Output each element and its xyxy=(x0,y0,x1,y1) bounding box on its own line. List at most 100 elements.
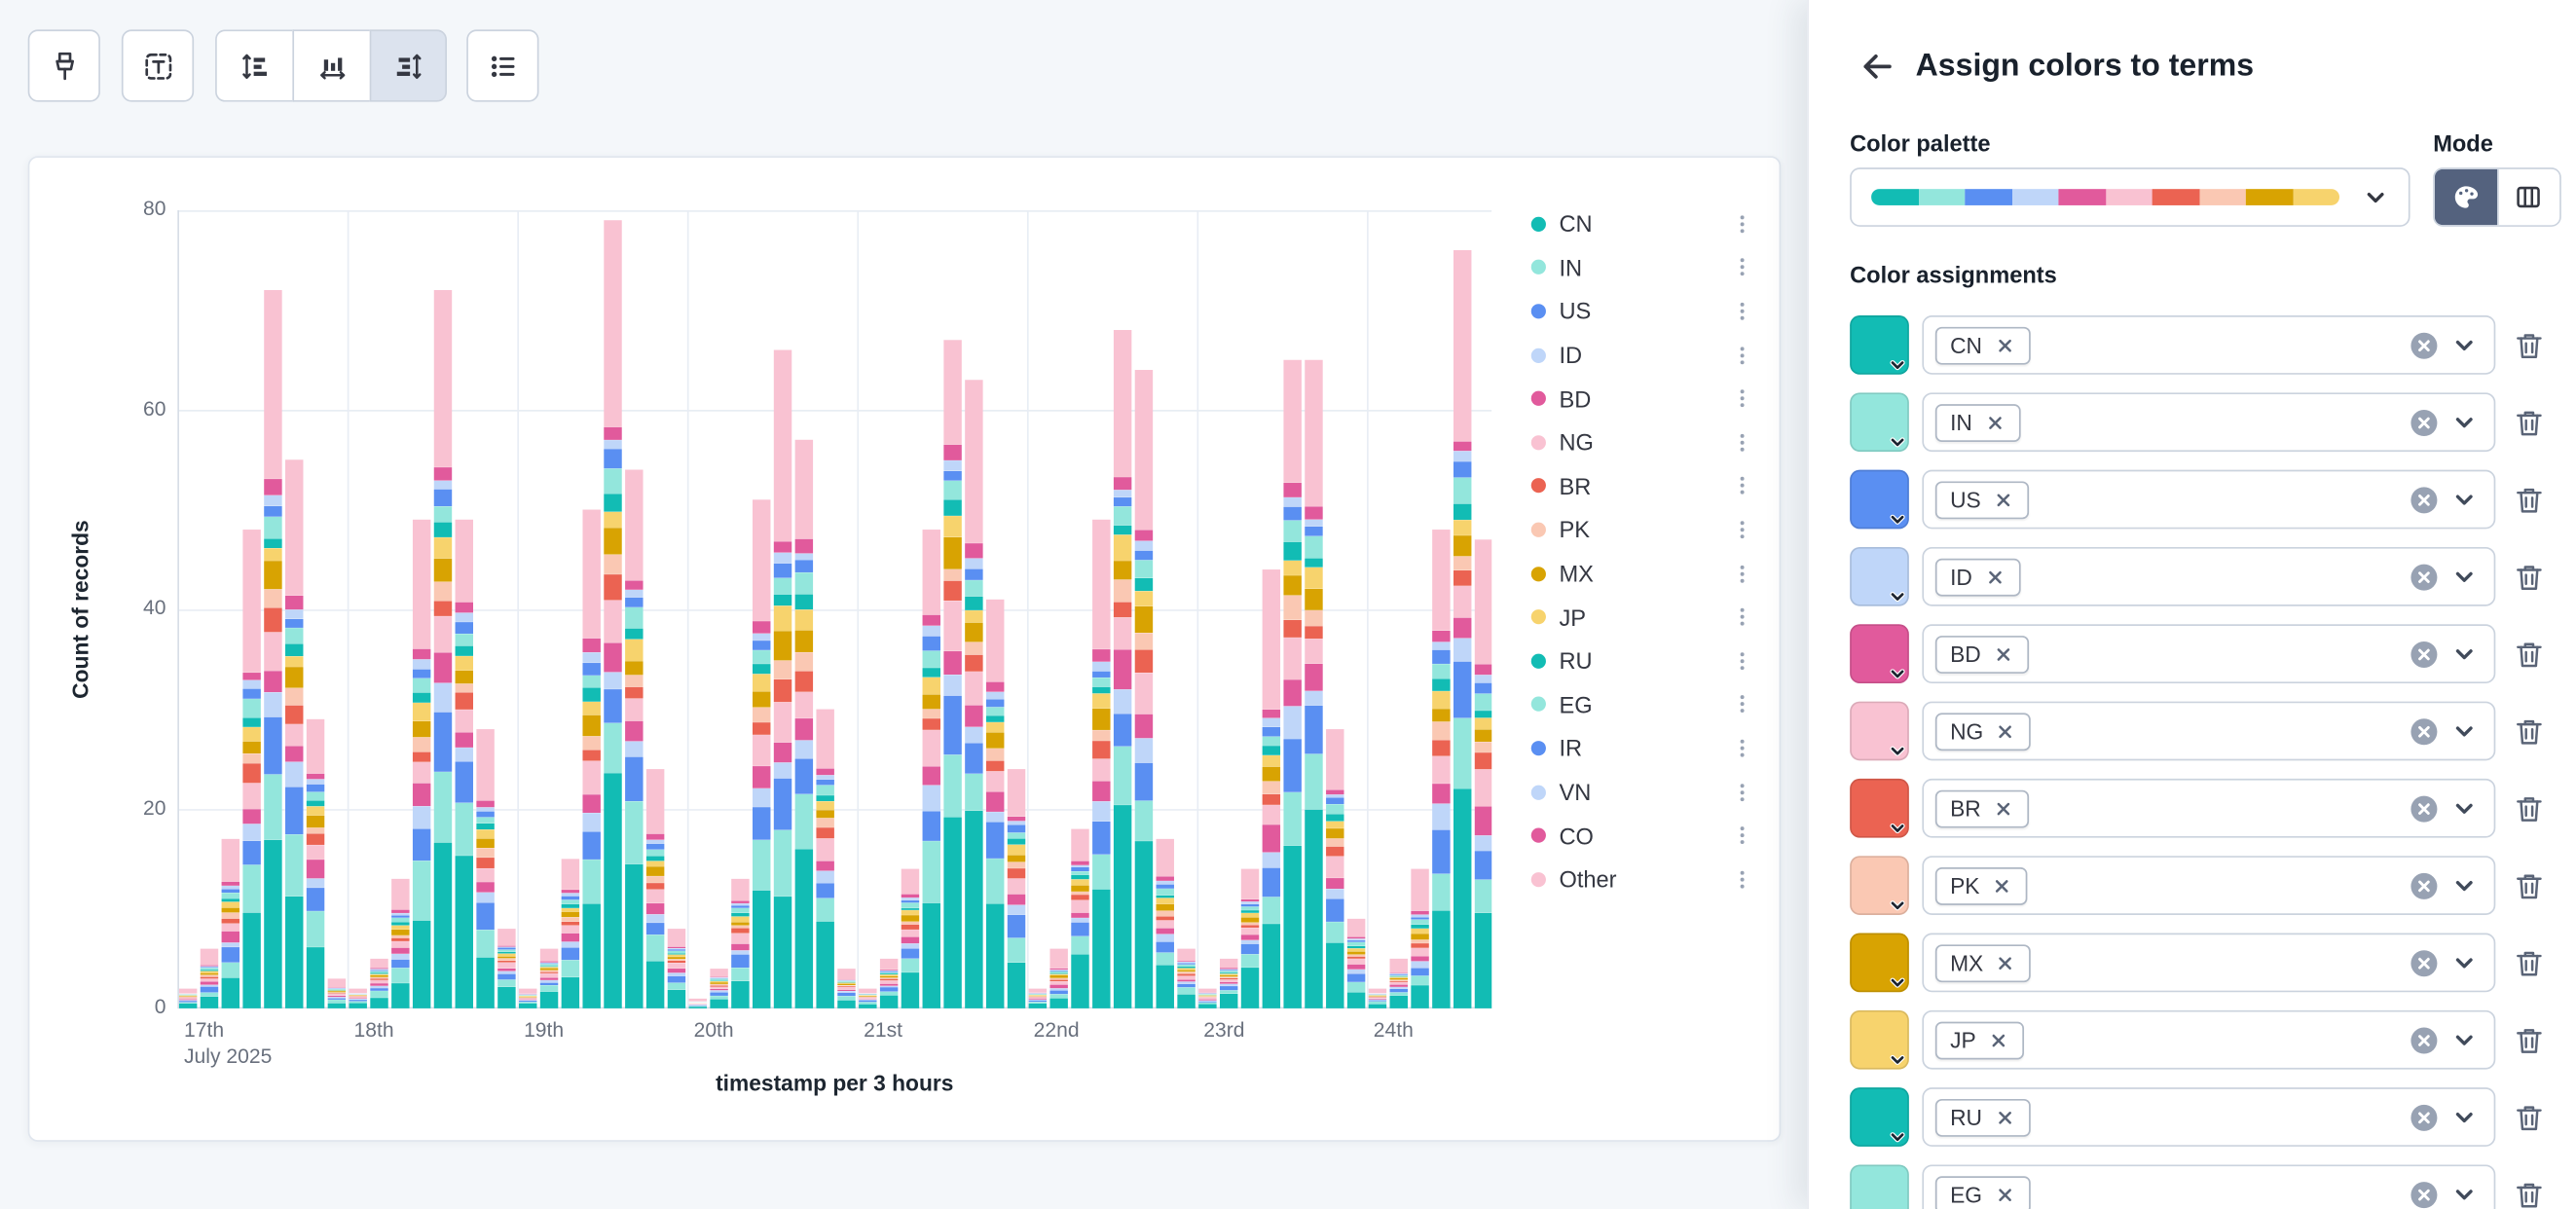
bar-segment-CO[interactable] xyxy=(476,800,495,808)
bar-segment-NG[interactable] xyxy=(773,702,792,743)
bar-segment-RU[interactable] xyxy=(1071,874,1089,880)
bar-segment-Other[interactable] xyxy=(753,499,771,621)
bar-segment-PK[interactable] xyxy=(1092,730,1111,741)
bar-segment-ID[interactable] xyxy=(1177,981,1196,984)
bar-segment-JP[interactable] xyxy=(922,677,940,695)
bar-segment-CO[interactable] xyxy=(625,580,644,590)
bar-segment-JP[interactable] xyxy=(476,829,495,839)
bar-segment-EG[interactable] xyxy=(1198,994,1217,995)
bar-segment-CN[interactable] xyxy=(1198,1004,1217,1008)
delete-assignment-button[interactable] xyxy=(2495,779,2561,838)
bar-segment-CN[interactable] xyxy=(604,773,622,1008)
bar-segment-BD[interactable] xyxy=(264,671,282,693)
term-chip[interactable]: US xyxy=(1934,480,2029,519)
bar-segment-IN[interactable] xyxy=(1092,854,1111,890)
terms-combobox[interactable]: JP xyxy=(1922,1009,2496,1070)
bar-segment-EG[interactable] xyxy=(773,577,792,595)
bar-segment-BD[interactable] xyxy=(178,999,198,1001)
bar-segment-IN[interactable] xyxy=(922,841,940,903)
bar-segment-IR[interactable] xyxy=(965,568,983,580)
bar-segment-JP[interactable] xyxy=(1453,520,1472,535)
bar-segment-MX[interactable] xyxy=(1432,709,1451,722)
bar-segment-US[interactable] xyxy=(285,787,304,835)
bar-segment-RU[interactable] xyxy=(710,980,728,981)
bar-segment-VN[interactable] xyxy=(221,886,240,890)
bar-segment-US[interactable] xyxy=(178,1001,198,1003)
left-axis-button[interactable] xyxy=(215,29,293,102)
bar-segment-NG[interactable] xyxy=(1240,928,1260,935)
bar-segment-BR[interactable] xyxy=(200,976,219,979)
bar-segment-BR[interactable] xyxy=(1177,973,1196,976)
bar-segment-CN[interactable] xyxy=(1092,889,1111,1008)
stacked-bar-chart[interactable] xyxy=(177,210,1492,1009)
bar-segment-BD[interactable] xyxy=(1283,679,1302,707)
bar-segment-PK[interactable] xyxy=(943,568,962,581)
bar-segment-Other[interactable] xyxy=(264,290,282,479)
bar-segment-CN[interactable] xyxy=(1007,962,1026,1008)
bar-segment-Other[interactable] xyxy=(922,530,940,615)
bar-segment-IN[interactable] xyxy=(645,934,665,962)
bar-segment-CO[interactable] xyxy=(794,538,814,554)
bar-segment-US[interactable] xyxy=(1305,705,1323,754)
bar-segment-CN[interactable] xyxy=(476,957,495,1008)
bar-segment-IN[interactable] xyxy=(901,958,920,972)
bar-segment-ID[interactable] xyxy=(242,824,261,841)
bar-segment-RU[interactable] xyxy=(901,908,920,910)
bar-segment-NG[interactable] xyxy=(370,980,388,983)
bar-segment-ID[interactable] xyxy=(1007,904,1026,915)
bar-segment-CO[interactable] xyxy=(645,833,665,840)
bar-segment-MX[interactable] xyxy=(539,968,559,971)
bar-segment-NG[interactable] xyxy=(1049,981,1068,985)
bar-segment-IN[interactable] xyxy=(476,930,495,958)
bar-segment-EG[interactable] xyxy=(1262,736,1281,746)
bar-segment-RU[interactable] xyxy=(1049,972,1068,974)
bar-segment-IN[interactable] xyxy=(1432,873,1451,911)
terms-combobox[interactable]: RU xyxy=(1922,1087,2496,1147)
bar-segment-IR[interactable] xyxy=(645,843,665,850)
bar-segment-IN[interactable] xyxy=(242,864,261,913)
bar-segment-US[interactable] xyxy=(753,807,771,840)
bar-segment-JP[interactable] xyxy=(264,548,282,561)
bar-segment-Other[interactable] xyxy=(1474,539,1492,665)
bar-segment-IR[interactable] xyxy=(625,597,644,607)
bar-segment-PK[interactable] xyxy=(370,976,388,979)
bar-segment-US[interactable] xyxy=(519,1001,537,1003)
bar-segment-VN[interactable] xyxy=(561,893,580,897)
bar-segment-RU[interactable] xyxy=(1177,966,1196,969)
bar-segment-NG[interactable] xyxy=(667,963,686,969)
bar-segment-ID[interactable] xyxy=(731,950,750,955)
bar-segment-JP[interactable] xyxy=(1219,973,1238,975)
bar-segment-US[interactable] xyxy=(1134,762,1154,801)
bar-segment-PK[interactable] xyxy=(412,737,431,752)
bar-segment-BD[interactable] xyxy=(455,732,473,748)
bar-segment-MX[interactable] xyxy=(412,721,431,738)
combobox-chevron[interactable] xyxy=(2451,795,2478,822)
bar-segment-BR[interactable] xyxy=(879,978,899,981)
bar-segment-EG[interactable] xyxy=(1134,560,1154,578)
bar-segment-IN[interactable] xyxy=(1028,1002,1048,1004)
terms-combobox[interactable]: MX xyxy=(1922,933,2496,993)
legend-item-PK[interactable]: PK xyxy=(1522,508,1755,552)
bar-segment-PK[interactable] xyxy=(837,985,856,986)
bar-segment-ID[interactable] xyxy=(221,942,240,947)
bar-segment-US[interactable] xyxy=(1071,922,1089,936)
bar-segment-CO[interactable] xyxy=(604,426,622,440)
terms-combobox[interactable]: BR xyxy=(1922,778,2496,838)
bar-segment-US[interactable] xyxy=(476,902,495,931)
bar-segment-BD[interactable] xyxy=(1368,999,1387,1000)
bar-segment-EG[interactable] xyxy=(667,950,686,954)
legend-item-BD[interactable]: BD xyxy=(1522,377,1755,421)
bar-segment-US[interactable] xyxy=(1389,988,1408,993)
bar-segment-JP[interactable] xyxy=(1326,821,1344,828)
bar-segment-NG[interactable] xyxy=(1262,805,1281,824)
bar-segment-JP[interactable] xyxy=(645,861,665,866)
bar-segment-RU[interactable] xyxy=(965,596,983,610)
bar-segment-NG[interactable] xyxy=(879,980,899,984)
bar-segment-IR[interactable] xyxy=(1092,671,1111,678)
bar-segment-EG[interactable] xyxy=(731,907,750,913)
back-button[interactable] xyxy=(1852,42,1901,92)
bar-segment-RU[interactable] xyxy=(1474,711,1492,718)
bar-segment-NG[interactable] xyxy=(625,698,644,721)
bar-segment-US[interactable] xyxy=(1028,1000,1048,1003)
bar-segment-US[interactable] xyxy=(1219,986,1238,991)
